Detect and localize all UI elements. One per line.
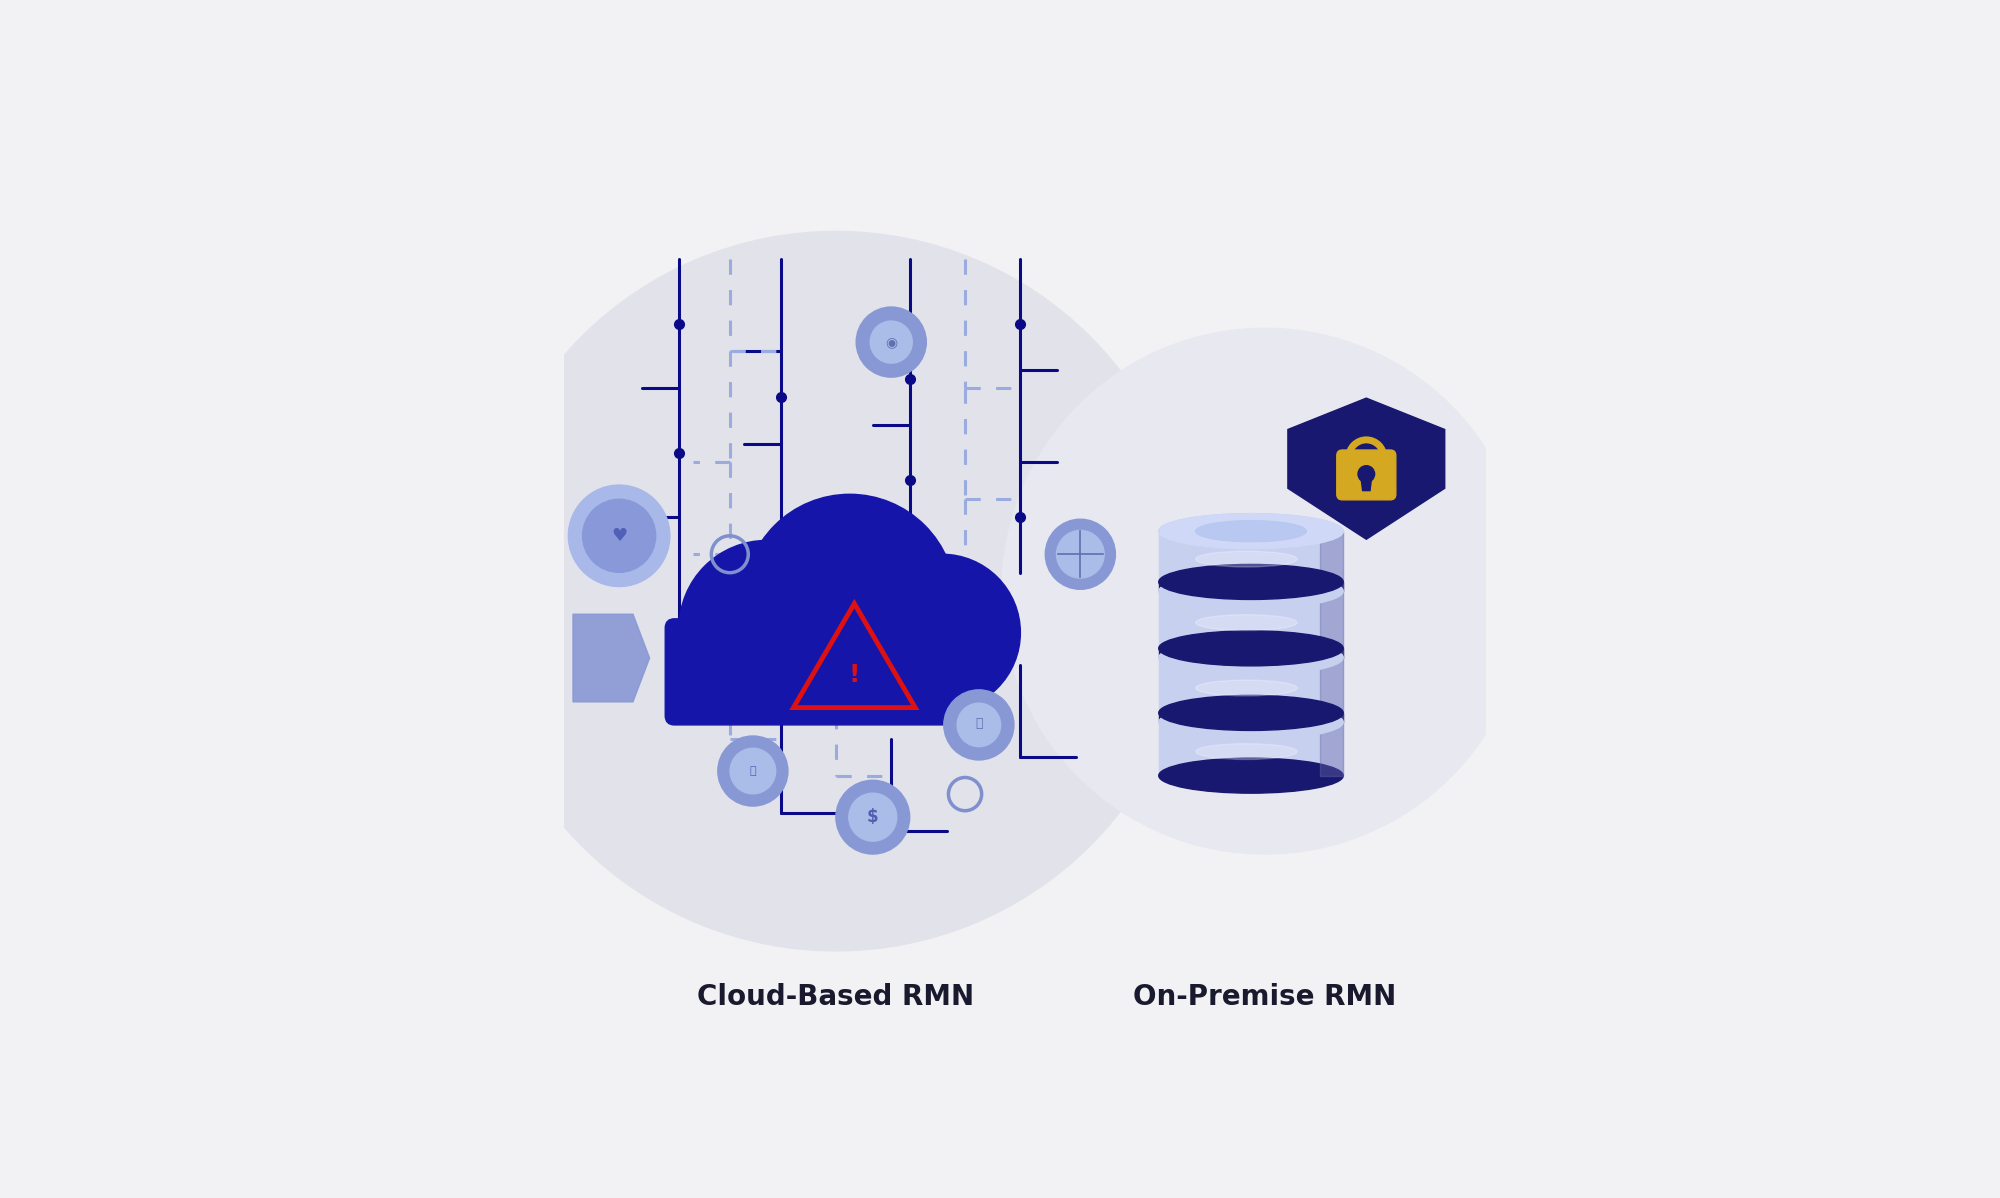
Polygon shape xyxy=(1158,713,1344,722)
Circle shape xyxy=(1046,519,1116,589)
Circle shape xyxy=(730,749,776,794)
Text: 👤: 👤 xyxy=(976,716,982,730)
Circle shape xyxy=(582,500,656,573)
FancyBboxPatch shape xyxy=(666,619,978,725)
Circle shape xyxy=(944,690,1014,760)
Circle shape xyxy=(1358,466,1374,483)
FancyBboxPatch shape xyxy=(1336,450,1396,500)
Ellipse shape xyxy=(1196,521,1306,541)
Ellipse shape xyxy=(1158,564,1344,599)
Polygon shape xyxy=(1158,582,1344,591)
Text: Cloud-Based RMN: Cloud-Based RMN xyxy=(698,984,974,1011)
Ellipse shape xyxy=(1158,514,1344,549)
Ellipse shape xyxy=(1158,574,1344,609)
Polygon shape xyxy=(1158,531,1344,582)
Ellipse shape xyxy=(1158,704,1344,739)
Polygon shape xyxy=(1158,722,1344,775)
Polygon shape xyxy=(1320,648,1344,658)
Circle shape xyxy=(958,703,1000,746)
Polygon shape xyxy=(1360,476,1372,491)
Polygon shape xyxy=(1320,582,1344,591)
Ellipse shape xyxy=(1158,514,1344,549)
Polygon shape xyxy=(1320,722,1344,775)
Ellipse shape xyxy=(1158,640,1344,676)
Circle shape xyxy=(836,780,910,854)
Polygon shape xyxy=(1158,648,1344,658)
Circle shape xyxy=(744,495,956,707)
Polygon shape xyxy=(1158,591,1344,648)
Circle shape xyxy=(864,555,1020,712)
Polygon shape xyxy=(1320,591,1344,648)
Circle shape xyxy=(870,321,912,363)
Ellipse shape xyxy=(1158,695,1344,731)
Ellipse shape xyxy=(1158,758,1344,793)
Polygon shape xyxy=(572,615,650,702)
Ellipse shape xyxy=(1196,551,1298,567)
Circle shape xyxy=(848,793,896,841)
Polygon shape xyxy=(1320,658,1344,713)
Circle shape xyxy=(568,485,670,587)
Polygon shape xyxy=(1288,398,1444,539)
Text: ♥: ♥ xyxy=(612,527,628,545)
Ellipse shape xyxy=(1196,744,1298,760)
Circle shape xyxy=(856,307,926,377)
Circle shape xyxy=(680,540,854,715)
Text: ◉: ◉ xyxy=(886,335,898,349)
Circle shape xyxy=(476,231,1196,951)
Text: $: $ xyxy=(866,809,878,827)
Ellipse shape xyxy=(1158,631,1344,666)
Polygon shape xyxy=(1158,658,1344,713)
Circle shape xyxy=(1056,531,1104,579)
Polygon shape xyxy=(1320,531,1344,582)
Text: 🏷: 🏷 xyxy=(750,766,756,776)
Ellipse shape xyxy=(1196,615,1298,630)
Circle shape xyxy=(1002,328,1528,854)
Ellipse shape xyxy=(1196,680,1298,696)
Text: !: ! xyxy=(848,664,860,688)
Polygon shape xyxy=(1320,713,1344,722)
Text: On-Premise RMN: On-Premise RMN xyxy=(1134,984,1396,1011)
Circle shape xyxy=(718,736,788,806)
